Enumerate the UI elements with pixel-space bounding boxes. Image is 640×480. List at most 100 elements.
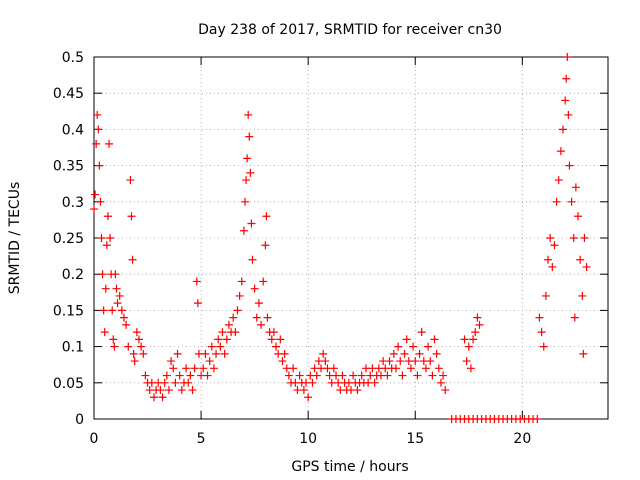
data-point xyxy=(129,349,138,358)
axis-ticks: 0 0.05 0.1 0.15 0.2 0.25 0.3 0.35 0.4 0.45 0.5 0 5 10… xyxy=(53,50,608,447)
data-point xyxy=(563,53,572,61)
data-point xyxy=(556,147,565,156)
data-point xyxy=(259,277,268,286)
data-point xyxy=(441,386,450,395)
data-point xyxy=(254,299,263,308)
data-point xyxy=(580,234,589,242)
data-point xyxy=(137,342,146,351)
data-point xyxy=(462,357,471,366)
data-point xyxy=(201,349,210,358)
data-point xyxy=(252,313,261,322)
data-point xyxy=(263,313,272,322)
data-point xyxy=(394,342,403,351)
data-point xyxy=(90,205,98,214)
data-point xyxy=(132,328,141,337)
data-point xyxy=(564,110,573,119)
data-point xyxy=(113,299,122,308)
data-point xyxy=(579,349,588,358)
data-point xyxy=(109,335,118,344)
y-tick-label: 0.25 xyxy=(53,231,84,247)
data-point xyxy=(244,110,253,119)
data-point xyxy=(111,270,120,279)
data-point xyxy=(240,197,249,206)
data-point xyxy=(308,378,317,387)
data-point xyxy=(101,284,110,293)
data-point xyxy=(561,96,570,105)
data-point xyxy=(357,371,366,380)
data-point xyxy=(550,241,559,250)
data-point xyxy=(243,154,252,163)
data-point xyxy=(539,342,548,351)
data-point xyxy=(119,313,128,322)
data-point xyxy=(231,328,240,337)
data-point xyxy=(541,291,550,300)
data-point xyxy=(409,342,418,351)
data-point xyxy=(205,357,214,366)
data-point xyxy=(192,277,201,286)
data-point xyxy=(304,393,313,402)
y-tick-label: 0.2 xyxy=(62,267,84,283)
y-tick-label: 0.35 xyxy=(53,159,84,175)
data-point xyxy=(233,306,242,315)
y-tick-label: 0.05 xyxy=(53,376,84,392)
data-point xyxy=(229,313,238,322)
data-point xyxy=(220,349,229,358)
data-point xyxy=(235,291,244,300)
data-point xyxy=(239,226,248,235)
data-point xyxy=(91,190,100,199)
y-tick-label: 0.1 xyxy=(62,340,84,356)
data-point xyxy=(289,364,298,373)
data-point xyxy=(533,415,542,423)
data-point xyxy=(112,284,121,293)
data-point xyxy=(562,74,571,83)
data-point xyxy=(158,393,167,402)
data-point xyxy=(272,342,281,351)
data-point xyxy=(413,371,422,380)
data-point xyxy=(574,212,583,221)
data-point xyxy=(402,335,411,344)
data-point xyxy=(96,197,105,206)
data-point xyxy=(546,234,555,242)
data-point xyxy=(569,234,578,242)
data-point xyxy=(434,364,443,373)
data-point xyxy=(103,212,112,221)
data-point xyxy=(565,161,574,170)
data-point xyxy=(108,306,117,315)
data-point xyxy=(466,364,475,373)
grid-lines xyxy=(94,57,608,419)
data-point xyxy=(95,161,104,170)
data-point xyxy=(436,378,445,387)
data-point xyxy=(432,349,441,358)
data-points xyxy=(90,53,591,423)
data-point xyxy=(237,277,246,286)
data-point xyxy=(475,320,484,329)
data-point xyxy=(284,371,293,380)
data-point xyxy=(224,320,233,329)
data-point xyxy=(177,386,186,395)
y-tick-label: 0.3 xyxy=(62,195,84,211)
data-point xyxy=(242,176,251,185)
data-point xyxy=(554,176,563,185)
data-point xyxy=(188,386,197,395)
data-point xyxy=(576,255,585,264)
data-point xyxy=(99,306,108,315)
data-point xyxy=(471,328,480,337)
data-point xyxy=(421,364,430,373)
data-point xyxy=(383,371,392,380)
x-tick-label: 10 xyxy=(299,431,317,447)
data-point xyxy=(117,306,126,315)
data-point xyxy=(473,313,482,322)
data-point xyxy=(353,386,362,395)
data-point xyxy=(544,255,553,264)
data-point xyxy=(167,357,176,366)
data-point xyxy=(122,320,131,329)
data-point xyxy=(212,349,221,358)
data-point xyxy=(193,299,202,308)
data-point xyxy=(247,219,256,228)
data-point xyxy=(149,393,158,402)
data-point xyxy=(169,364,178,373)
data-point xyxy=(173,349,182,358)
y-tick-label: 0.4 xyxy=(62,122,84,138)
data-point xyxy=(115,291,124,300)
data-point xyxy=(417,328,426,337)
